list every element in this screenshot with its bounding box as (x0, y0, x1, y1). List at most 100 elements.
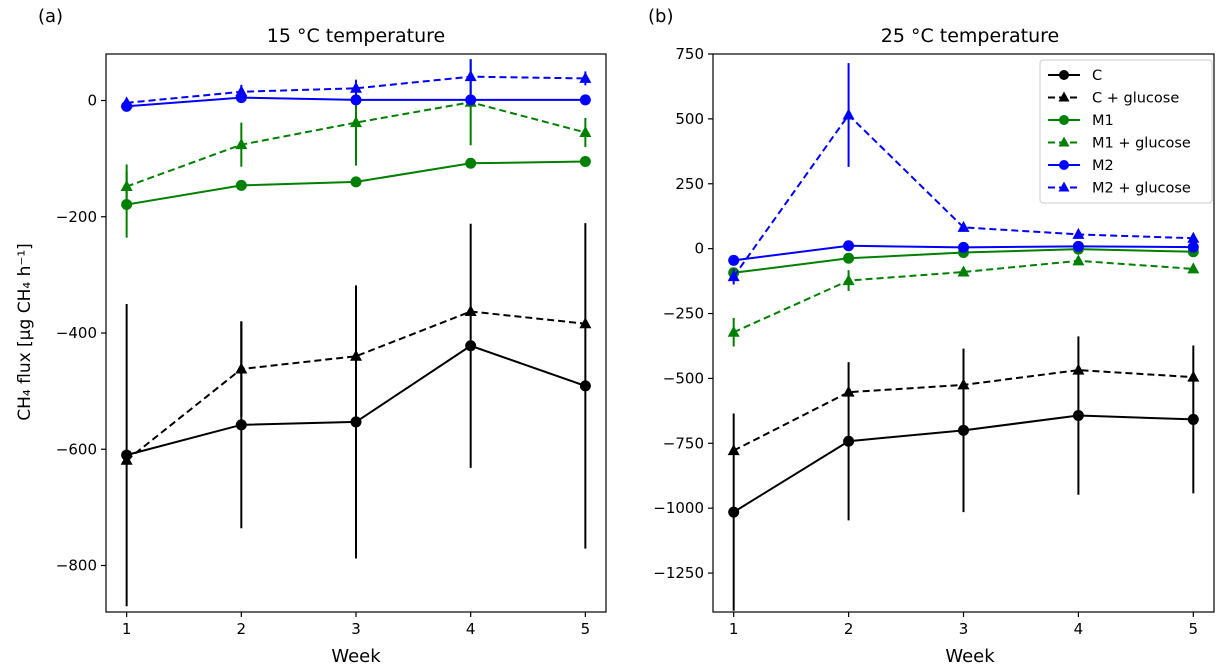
data-point-c (1072, 410, 1084, 422)
data-point-m1-glucose (235, 138, 248, 150)
data-point-c (350, 416, 362, 428)
y-tick-label: −250 (663, 305, 704, 323)
y-tick-label: −500 (663, 369, 704, 387)
data-point-c-glucose (727, 444, 740, 456)
y-tick-label: −800 (56, 557, 97, 575)
legend-marker-m1-glucose (1058, 136, 1070, 147)
data-point-c-glucose (350, 349, 362, 361)
data-point-m2-glucose (842, 108, 855, 120)
legend-label-m2: M2 (1092, 158, 1114, 174)
data-point-m1-glucose (1187, 262, 1200, 274)
legend-marker-m2-glucose (1058, 181, 1070, 192)
x-tick-label: 1 (729, 620, 739, 638)
legend: C C + glucose M1 M1 + glucose M2 M2 + glucose (1039, 59, 1213, 204)
legend-label-c-glucose: C + glucose (1092, 91, 1179, 107)
data-point-c-glucose (957, 378, 970, 390)
data-point-m2 (350, 94, 362, 106)
legend-box (1039, 59, 1213, 204)
data-point-c-glucose (120, 453, 133, 465)
data-point-m1-glucose (350, 116, 362, 128)
data-point-c-glucose (579, 317, 592, 329)
panel-a-y-axis-label: CH₄ flux [μg CH₄ h⁻¹] (15, 243, 35, 421)
data-point-c (728, 506, 740, 518)
data-point-m2 (579, 94, 591, 106)
x-tick-label: 2 (237, 620, 247, 638)
data-point-c-glucose (1072, 363, 1085, 375)
legend-marker-c (1059, 70, 1069, 80)
data-point-c (235, 419, 247, 431)
y-tick-label: 0 (694, 240, 704, 258)
data-point-c (843, 435, 855, 447)
y-tick-label: −600 (56, 440, 97, 458)
data-point-m2-glucose (120, 96, 133, 108)
panel-a: (a) 15 °C temperature Week CH₄ flux [μg … (15, 6, 607, 665)
data-point-m1-glucose (120, 180, 133, 192)
data-point-m1 (350, 176, 362, 188)
panel-b: (b) 25 °C temperature Week 1 2 3 4 5 −1250 −10… (648, 6, 1215, 665)
data-point-m2-glucose (464, 70, 477, 82)
data-point-m2 (1072, 240, 1084, 252)
y-tick-label: −1000 (653, 499, 704, 517)
panel-a-label: (a) (38, 6, 63, 27)
y-tick-label: −400 (56, 324, 97, 342)
panel-b-title: 25 °C temperature (881, 25, 1059, 47)
data-point-m1-glucose (842, 274, 855, 286)
legend-marker-c-glucose (1058, 91, 1070, 102)
data-point-m2 (728, 254, 740, 266)
panel-b-x-axis-label: Week (945, 646, 995, 665)
y-tick-label: −1250 (653, 564, 704, 582)
data-point-c-glucose (464, 304, 477, 316)
y-tick-label: 750 (675, 45, 704, 63)
data-point-m2-glucose (579, 71, 592, 83)
x-tick-label: 1 (122, 620, 132, 638)
data-point-m2-glucose (727, 270, 740, 282)
legend-marker-m2 (1059, 160, 1069, 170)
panel-a-plot: 1 2 3 4 5 −800 −600 −400 −200 0 (56, 53, 607, 638)
x-tick-label: 4 (466, 620, 476, 638)
panel-a-title: 15 °C temperature (267, 25, 445, 47)
data-point-c-glucose (235, 362, 248, 374)
panel-a-x-axis-label: Week (331, 646, 381, 665)
x-tick-label: 2 (844, 620, 854, 638)
data-point-m1-glucose (579, 125, 592, 137)
data-point-c (958, 424, 969, 436)
legend-label-c: C (1092, 68, 1102, 84)
data-point-c (579, 380, 591, 392)
data-point-m2 (958, 241, 969, 253)
data-point-m2 (465, 94, 477, 106)
x-tick-label: 3 (351, 620, 361, 638)
data-point-m1 (465, 157, 477, 169)
legend-label-m1: M1 (1092, 113, 1114, 129)
x-tick-label: 3 (959, 620, 969, 638)
data-point-m2-glucose (1072, 227, 1085, 239)
y-tick-label: −200 (56, 208, 97, 226)
legend-marker-m1 (1059, 115, 1069, 125)
data-point-m1 (843, 252, 855, 264)
data-point-c (465, 340, 477, 352)
data-point-m1 (235, 179, 247, 191)
data-point-m1-glucose (727, 325, 740, 337)
series-line-m1-glucose (126, 101, 586, 188)
x-tick-label: 5 (581, 620, 591, 638)
y-tick-label: 500 (675, 110, 704, 128)
data-point-m1-glucose (957, 265, 970, 277)
y-tick-label: −750 (663, 434, 704, 452)
x-tick-label: 5 (1189, 620, 1199, 638)
panel-b-label: (b) (648, 6, 673, 27)
series-group (120, 59, 592, 607)
data-point-m2-glucose (350, 81, 362, 93)
data-point-m2-glucose (1187, 231, 1200, 243)
series-line-m2-glucose (732, 113, 1194, 278)
series-line-c-glucose (126, 310, 586, 462)
data-point-c-glucose (1187, 370, 1200, 382)
data-point-m1 (579, 156, 591, 168)
data-point-m2 (1187, 241, 1199, 253)
x-tick-label: 4 (1074, 620, 1084, 638)
data-point-m1-glucose (1072, 254, 1085, 266)
data-point-c-glucose (842, 385, 855, 397)
legend-label-m2-glucose: M2 + glucose (1092, 181, 1191, 197)
series-line-m1-glucose (733, 259, 1194, 334)
data-point-m2-glucose (235, 85, 248, 97)
data-point-m2 (843, 240, 855, 252)
